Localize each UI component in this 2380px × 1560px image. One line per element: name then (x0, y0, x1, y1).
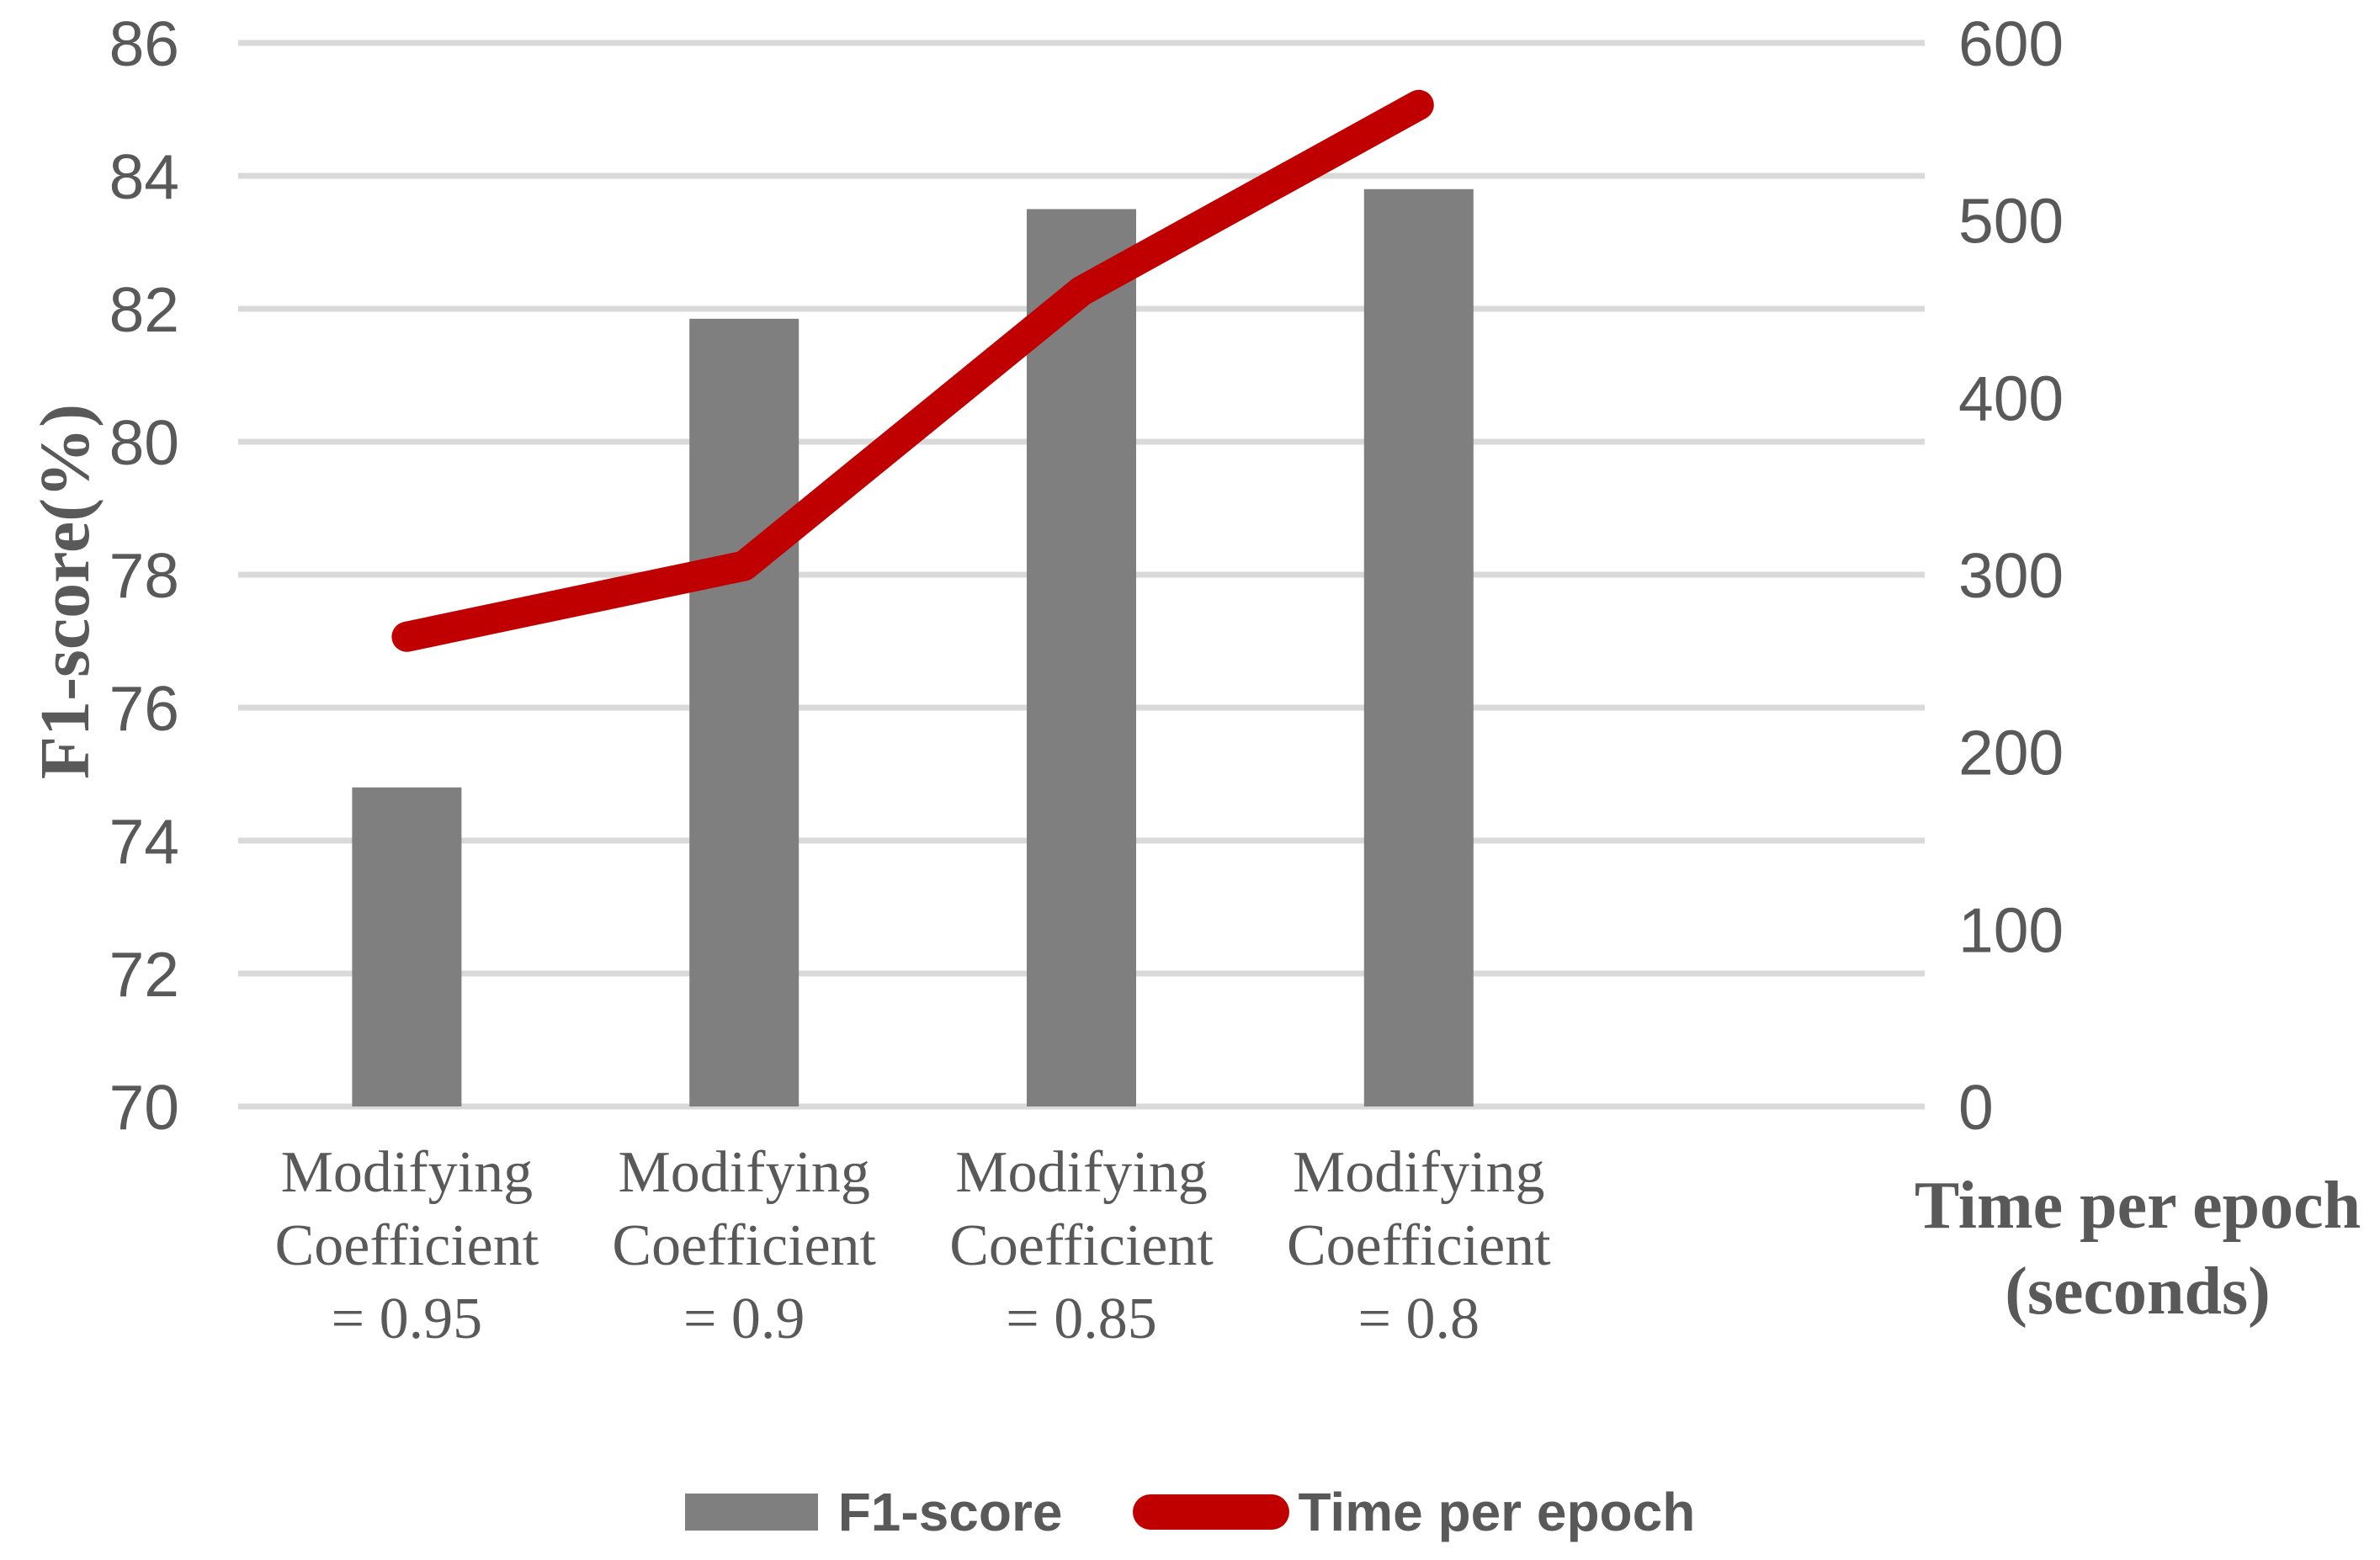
legend-item-time-per-epoch: Time per epoch (1133, 1481, 1695, 1543)
right-axis-title-line-2: (seconds) (2005, 1255, 2271, 1329)
f1-score-swatch (684, 1494, 818, 1531)
legend: F1-score Time per epoch (0, 1466, 2380, 1558)
category-label-line: Modifying (955, 1140, 1207, 1205)
category-label: Modifying Coefficient = 0.8 (1287, 1140, 1551, 1351)
category-label-line: Modifying (1293, 1140, 1544, 1205)
bar-f1-score (1027, 209, 1136, 1106)
right-axis-tick-labels: 0 100 200 300 400 500 600 (1958, 8, 2064, 1143)
bar-f1-score (352, 787, 462, 1106)
right-axis-tick-label: 200 (1958, 718, 2064, 788)
right-axis-tick-label: 400 (1958, 363, 2064, 433)
left-axis-title: F1-score(%) (26, 403, 104, 780)
right-axis-tick-label: 100 (1958, 894, 2064, 965)
right-axis-title-line-1: Time per epoch (1914, 1169, 2361, 1243)
category-axis-labels: Modifying Coefficient = 0.95 Modifying Coeff… (275, 1140, 1552, 1351)
category-label-line: = 0.9 (683, 1287, 805, 1351)
left-axis-tick-label: 80 (109, 407, 179, 478)
left-axis-tick-label: 70 (109, 1072, 179, 1143)
category-label-line: = 0.8 (1358, 1287, 1480, 1351)
category-label: Modifying Coefficient = 0.95 (275, 1140, 539, 1351)
legend-label-f1-score: F1-score (837, 1482, 1063, 1542)
legend-label-time-per-epoch: Time per epoch (1298, 1482, 1696, 1542)
bar-f1-score (689, 318, 800, 1107)
legend-item-f1-score: F1-score (684, 1481, 1063, 1543)
category-label-line: Modifying (618, 1140, 869, 1205)
time-per-epoch-line-swatch (1133, 1494, 1290, 1530)
left-axis-tick-label: 84 (109, 141, 179, 212)
left-axis-tick-label: 82 (109, 274, 179, 345)
right-axis-title: Time per epoch (seconds) (1895, 1163, 2380, 1334)
left-axis-tick-label: 74 (109, 806, 179, 877)
right-axis-tick-label: 500 (1958, 186, 2064, 257)
bar-series-group (352, 188, 1474, 1107)
category-label-line: Coefficient (612, 1213, 876, 1278)
category-label-line: = 0.85 (1006, 1287, 1156, 1351)
right-axis-tick-label: 300 (1958, 540, 2064, 611)
category-label: Modifying Coefficient = 0.9 (612, 1140, 876, 1351)
category-label-line: Coefficient (1287, 1213, 1551, 1278)
left-axis-tick-label: 86 (109, 8, 179, 79)
right-axis-tick-label: 0 (1958, 1072, 1994, 1143)
left-axis-tick-labels: 70 72 74 76 78 80 82 84 86 (109, 8, 179, 1143)
category-label: Modifying Coefficient = 0.85 (949, 1140, 1214, 1351)
line-series-group (391, 89, 1434, 652)
right-axis-tick-label: 600 (1958, 8, 2064, 79)
time-per-epoch-line (391, 89, 1434, 652)
category-label-line: Coefficient (275, 1213, 539, 1278)
category-label-line: Modifying (281, 1140, 533, 1205)
category-label-line: Coefficient (949, 1213, 1214, 1278)
left-axis-tick-label: 76 (109, 673, 179, 744)
left-axis-tick-label: 72 (109, 939, 179, 1010)
bar-f1-score (1363, 188, 1474, 1106)
category-label-line: = 0.95 (332, 1287, 482, 1351)
left-axis-tick-label: 78 (109, 540, 179, 611)
